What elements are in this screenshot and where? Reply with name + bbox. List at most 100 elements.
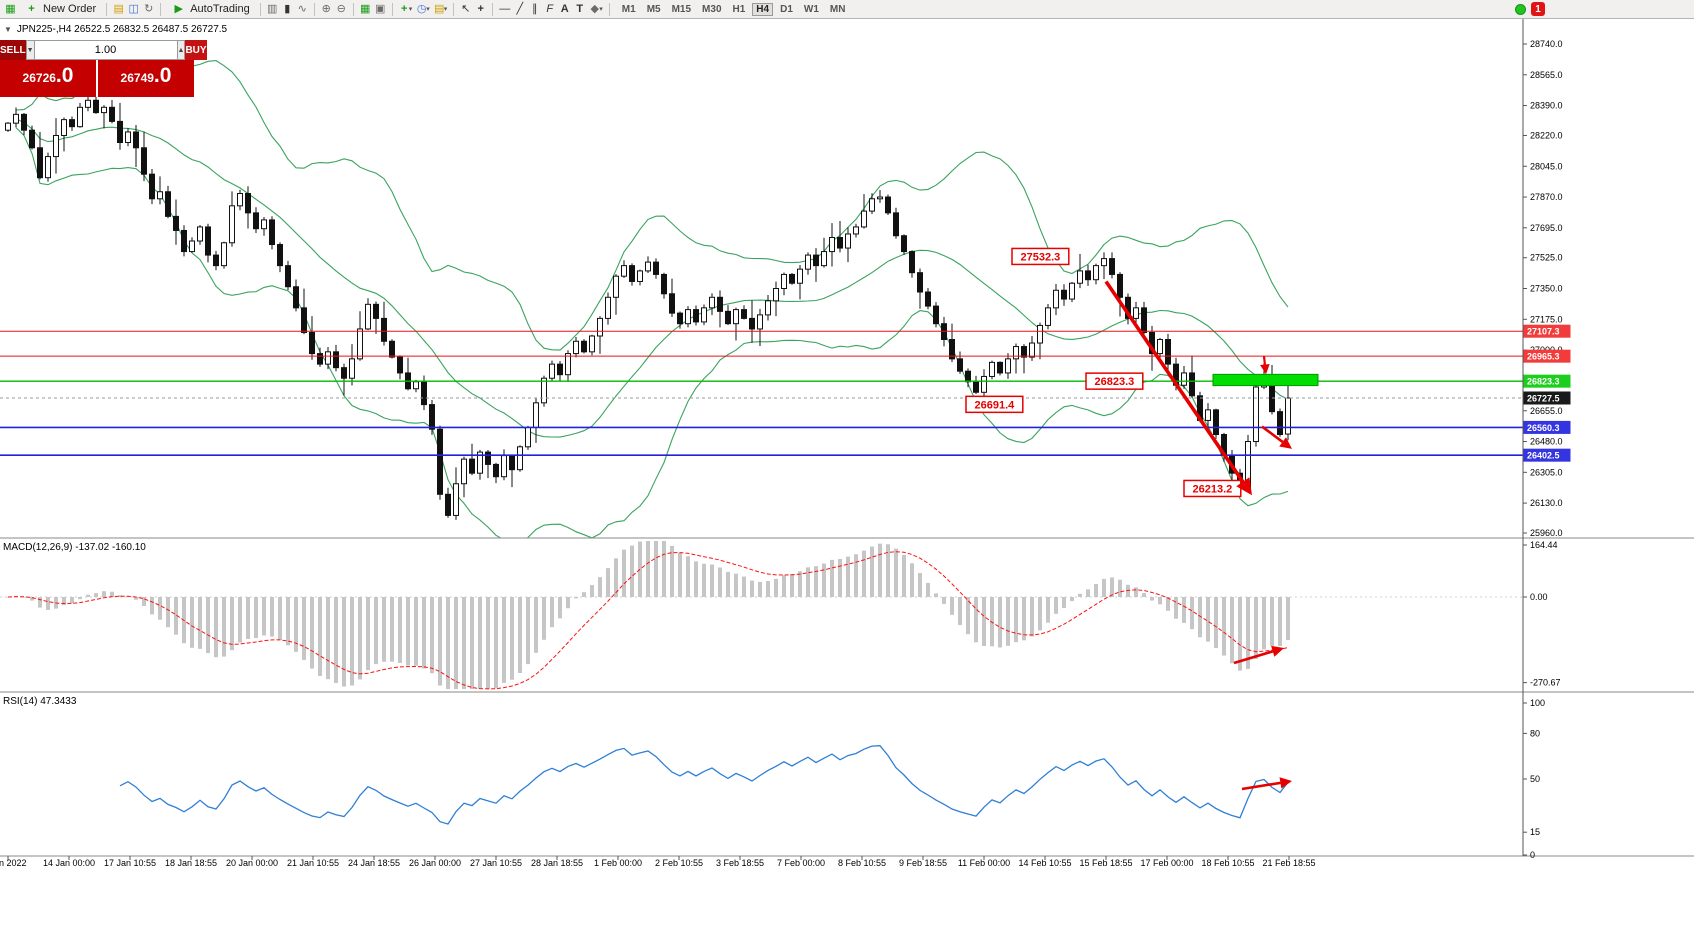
timeframe-w1-button[interactable]: W1 [803, 3, 819, 15]
toolbar-separator [492, 2, 494, 16]
tile-windows-icon[interactable]: ▦ [360, 2, 371, 15]
svg-text:26727.5: 26727.5 [1527, 393, 1560, 403]
toolbar: ▦ + New Order ▤ ◫ ↻ ▶ AutoTrading ▥ ▮ ∿ … [0, 0, 1694, 19]
timeframe-m15-button[interactable]: M15 [671, 3, 692, 15]
svg-text:8 Feb 10:55: 8 Feb 10:55 [838, 858, 886, 868]
publisher-icon[interactable]: ◫ [128, 2, 139, 15]
autotrading-label: AutoTrading [190, 3, 250, 15]
toolbar-right-group: 1 [1515, 2, 1545, 16]
crosshair-icon[interactable]: + [477, 2, 484, 15]
svg-text:27695.0: 27695.0 [1530, 223, 1563, 233]
svg-text:27525.0: 27525.0 [1530, 253, 1563, 263]
buy-price-big: .0 [153, 64, 172, 87]
channel-icon[interactable]: ∥ [532, 2, 538, 15]
svg-text:21 Feb 18:55: 21 Feb 18:55 [1262, 858, 1315, 868]
svg-text:26213.2: 26213.2 [1193, 483, 1233, 495]
timeframe-mn-button[interactable]: MN [829, 3, 846, 15]
dropdown-icon[interactable]: ▾ [443, 6, 448, 13]
sell-price-button[interactable]: 26726.0 [0, 60, 96, 97]
timeframe-m5-button[interactable]: M5 [646, 3, 661, 15]
autotrading-button[interactable]: ▶ AutoTrading [165, 1, 256, 18]
candlestick-mode-icon[interactable]: ▮ [284, 2, 291, 15]
timeframe-h1-button[interactable]: H1 [732, 3, 746, 15]
horizontal-line-icon[interactable]: — [499, 2, 511, 15]
cascade-windows-icon[interactable]: ▣ [375, 2, 386, 15]
add-indicator-icon[interactable]: + [401, 2, 408, 15]
timeframe-m1-button[interactable]: M1 [621, 3, 636, 15]
templates-icon[interactable]: ▤ [434, 2, 445, 15]
buy-price-button[interactable]: 26749.0 [98, 60, 194, 97]
sell-button[interactable]: SELL [0, 40, 26, 60]
svg-text:18 Feb 10:55: 18 Feb 10:55 [1201, 858, 1254, 868]
svg-text:26560.3: 26560.3 [1527, 423, 1560, 433]
notifications-badge[interactable]: 1 [1531, 2, 1545, 16]
trend-arrows[interactable] [1104, 280, 1292, 496]
toolbar-separator [391, 2, 393, 16]
history-center-icon[interactable]: ▤ [113, 2, 124, 15]
macd-panel: MACD(12,26,9) -137.02 -160.10 [0, 541, 1523, 690]
line-chart-mode-icon[interactable]: ∿ [297, 2, 307, 15]
timeframe-m30-button[interactable]: M30 [702, 3, 722, 15]
timeframe-d1-button[interactable]: D1 [780, 3, 793, 15]
svg-text:3 Feb 18:55: 3 Feb 18:55 [716, 858, 764, 868]
svg-text:100: 100 [1530, 698, 1545, 708]
svg-text:26130.0: 26130.0 [1530, 498, 1563, 508]
svg-text:26691.4: 26691.4 [975, 399, 1016, 411]
new-order-label: New Order [43, 3, 97, 15]
cursor-icon[interactable]: ↖ [461, 2, 471, 15]
toolbar-separator [608, 2, 610, 16]
toolbar-separator [352, 2, 354, 16]
svg-text:27532.3: 27532.3 [1021, 251, 1061, 263]
trendline-icon[interactable]: ╱ [516, 2, 524, 15]
svg-text:26823.3: 26823.3 [1527, 377, 1560, 387]
svg-text:26 Jan 00:00: 26 Jan 00:00 [409, 858, 461, 868]
svg-text:-270.67: -270.67 [1530, 678, 1561, 688]
svg-text:164.44: 164.44 [1530, 540, 1558, 550]
refresh-icon[interactable]: ↻ [144, 2, 154, 15]
buy-button[interactable]: BUY [185, 40, 207, 60]
label-tool-icon[interactable]: T [576, 2, 584, 15]
volume-increase-button[interactable]: ▲ [176, 40, 186, 60]
toolbar-separator [160, 2, 162, 16]
new-order-button[interactable]: + New Order [18, 1, 102, 18]
rsi-label: RSI(14) 47.3433 [3, 696, 77, 707]
new-chart-icon[interactable]: ▦ [5, 2, 16, 15]
dropdown-icon[interactable]: ▾ [408, 6, 413, 13]
shapes-icon[interactable]: ◆ [590, 2, 599, 15]
periods-icon[interactable]: ◷ [416, 2, 427, 15]
annotation-box[interactable] [1085, 372, 1144, 390]
annotation-box[interactable] [1011, 247, 1070, 266]
volume-input[interactable] [34, 40, 177, 60]
toolbar-separator [313, 2, 315, 16]
time-axis[interactable]: Jan 2022 14 Jan 00:00 17 Jan 10:55 18 Jan 1… [0, 856, 1316, 868]
price-panel[interactable]: 27532.3 26823.3 26691.4 26213.2 [0, 60, 1523, 545]
svg-text:17 Feb 00:00: 17 Feb 00:00 [1140, 858, 1193, 868]
rsi-panel: RSI(14) 47.3433 [3, 696, 1292, 825]
volume-decrease-button[interactable]: ▼ [25, 40, 35, 60]
one-click-collapse-icon[interactable]: ▼ [4, 25, 12, 34]
symbol-ohlc-text: JPN225-,H4 26522.5 26832.5 26487.5 26727… [16, 24, 228, 35]
rsi-arrow[interactable] [1241, 777, 1292, 791]
price-scale[interactable]: 28740.0 28565.0 28390.0 28220.0 28045.0 27870… [1523, 39, 1563, 860]
text-tool-icon[interactable]: A [560, 2, 569, 15]
price-annotations[interactable]: 27532.3 26823.3 26691.4 26213.2 [965, 247, 1242, 498]
svg-text:26965.3: 26965.3 [1527, 352, 1560, 362]
zoom-in-icon[interactable]: ⊕ [321, 2, 331, 15]
svg-text:28390.0: 28390.0 [1530, 101, 1563, 111]
macd-arrow[interactable] [1233, 645, 1284, 665]
support-zone-rectangle[interactable] [1212, 373, 1319, 387]
svg-text:50: 50 [1530, 774, 1540, 784]
dropdown-icon[interactable]: ▾ [426, 6, 430, 13]
svg-text:28 Jan 18:55: 28 Jan 18:55 [531, 858, 583, 868]
svg-text:20 Jan 00:00: 20 Jan 00:00 [226, 858, 278, 868]
svg-text:17 Jan 10:55: 17 Jan 10:55 [104, 858, 156, 868]
timeframe-h4-button[interactable]: H4 [752, 2, 774, 16]
panel-separators[interactable] [0, 19, 1694, 857]
bar-chart-mode-icon[interactable]: ▥ [267, 2, 278, 15]
svg-text:14 Jan 00:00: 14 Jan 00:00 [43, 858, 95, 868]
zoom-out-icon[interactable]: ⊖ [336, 2, 346, 15]
dropdown-icon[interactable]: ▾ [599, 6, 603, 13]
annotation-box[interactable] [965, 395, 1024, 414]
fibonacci-icon[interactable]: F [546, 2, 554, 15]
